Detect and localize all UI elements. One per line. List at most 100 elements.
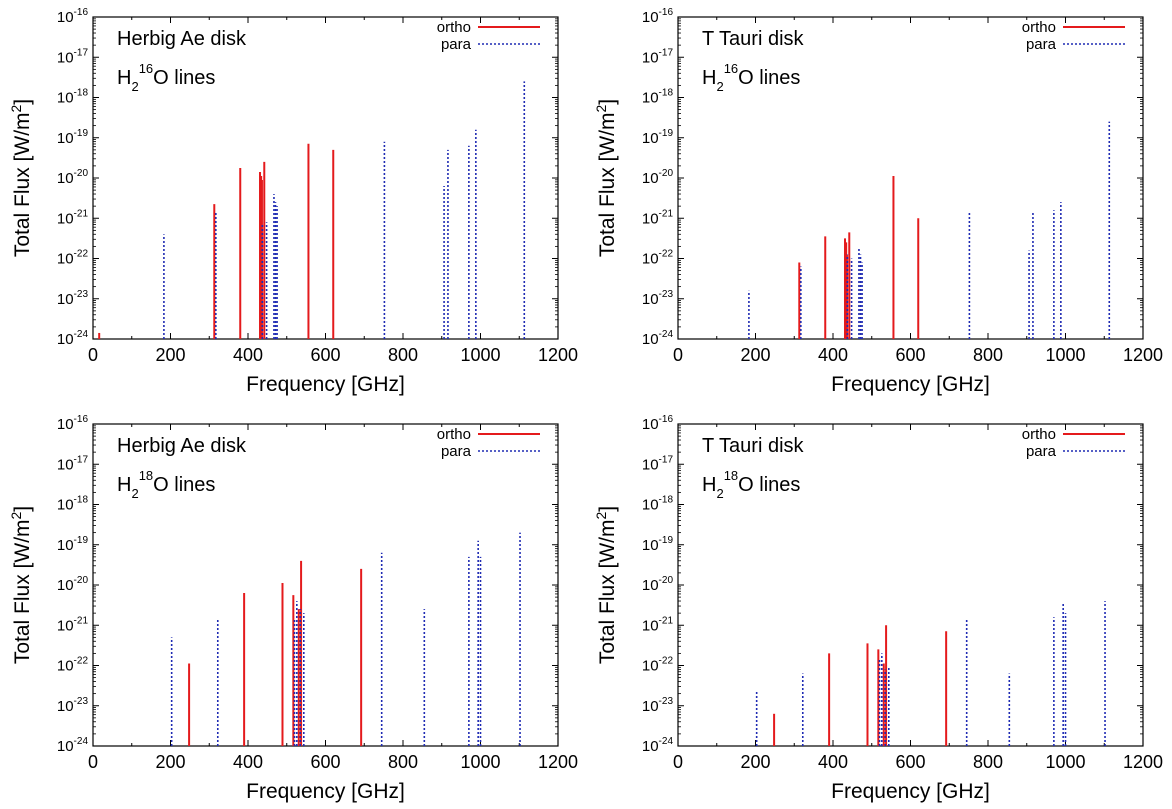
y-tick-label: 10-22 (642, 249, 674, 268)
x-tick-label: 800 (973, 752, 1003, 772)
y-tick-label: 10-16 (57, 414, 89, 433)
x-tick-label: 1200 (1123, 752, 1163, 772)
x-tick-label: 400 (233, 345, 263, 365)
x-tick-label: 400 (233, 752, 263, 772)
y-axis-label: Total Flux [W/m2] (593, 99, 619, 257)
legend-label-para: para (441, 36, 472, 53)
x-tick-label: 1000 (460, 345, 500, 365)
x-tick-label: 800 (388, 752, 418, 772)
y-tick-label: 10-22 (642, 656, 674, 675)
x-tick-label: 600 (895, 752, 925, 772)
plot-frame (677, 423, 1144, 747)
x-tick-label: 1200 (538, 345, 578, 365)
y-tick-label: 10-16 (642, 414, 674, 433)
x-tick-label: 600 (895, 345, 925, 365)
legend-label-ortho: ortho (1022, 426, 1056, 443)
y-tick-label: 10-22 (57, 656, 89, 675)
legend-label-ortho: ortho (437, 426, 471, 443)
x-tick-label: 200 (155, 345, 185, 365)
y-tick-label: 10-20 (57, 575, 89, 594)
annotation-line-species: H216O lines (702, 61, 800, 94)
x-axis-label: Frequency [GHz] (246, 780, 405, 803)
y-tick-label: 10-16 (57, 7, 89, 26)
y-tick-label: 10-19 (642, 535, 674, 554)
chart-panel-3: 0 200 400 600 800 1000 1200 10-24 10-23 10-22 10-2… (8, 414, 578, 803)
y-tick-label: 10-24 (57, 329, 89, 348)
series-para (755, 601, 1106, 746)
series-ortho (188, 560, 363, 746)
series-para (170, 532, 521, 746)
x-tick-label: 0 (88, 752, 98, 772)
series-ortho (773, 625, 948, 746)
x-tick-label: 600 (310, 345, 340, 365)
plot-frame (92, 423, 559, 747)
chart-panel-4: 0 200 400 600 800 1000 1200 10-24 10-23 10-22 10-2… (593, 414, 1163, 803)
legend-label-para: para (1026, 36, 1057, 53)
x-tick-label: 0 (673, 752, 683, 772)
y-tick-label: 10-20 (57, 168, 89, 187)
y-axis-label: Total Flux [W/m2] (593, 506, 619, 664)
y-tick-label: 10-19 (57, 128, 89, 147)
y-tick-label: 10-21 (642, 615, 674, 634)
annotation-line-species: H218O lines (117, 468, 215, 501)
annotation-disk-type: T Tauri disk (702, 28, 805, 50)
y-tick-label: 10-18 (642, 495, 674, 514)
series-para (163, 81, 526, 339)
x-tick-label: 200 (740, 752, 770, 772)
annotation-line-species: H218O lines (702, 468, 800, 501)
y-tick-label: 10-18 (57, 495, 89, 514)
series-ortho (798, 175, 920, 339)
y-tick-label: 10-19 (642, 128, 674, 147)
legend-label-para: para (441, 443, 472, 460)
annotation-disk-type: T Tauri disk (702, 435, 805, 457)
x-tick-label: 1200 (1123, 345, 1163, 365)
x-tick-label: 400 (818, 345, 848, 365)
annotation-disk-type: Herbig Ae disk (117, 435, 247, 457)
y-tick-label: 10-24 (57, 736, 89, 755)
x-tick-label: 1000 (1045, 345, 1085, 365)
x-tick-label: 400 (818, 752, 848, 772)
y-tick-label: 10-18 (642, 88, 674, 107)
x-tick-label: 600 (310, 752, 340, 772)
y-axis-label: Total Flux [W/m2] (8, 99, 34, 257)
y-tick-label: 10-23 (57, 289, 89, 308)
legend-label-ortho: ortho (1022, 19, 1056, 36)
x-tick-label: 800 (388, 345, 418, 365)
y-tick-label: 10-22 (57, 249, 89, 268)
legend-label-ortho: ortho (437, 19, 471, 36)
plot-frame (92, 16, 559, 340)
y-tick-label: 10-17 (57, 454, 89, 473)
annotation-disk-type: Herbig Ae disk (117, 28, 247, 50)
chart-panel-1: 0 200 400 600 800 1000 1200 10-24 10-23 10-22 10-2… (8, 7, 578, 396)
y-tick-label: 10-16 (642, 7, 674, 26)
x-tick-label: 1000 (1045, 752, 1085, 772)
x-tick-label: 200 (740, 345, 770, 365)
x-tick-label: 1000 (460, 752, 500, 772)
x-tick-label: 200 (155, 752, 185, 772)
x-tick-label: 0 (673, 345, 683, 365)
y-tick-label: 10-21 (642, 208, 674, 227)
x-tick-label: 800 (973, 345, 1003, 365)
annotation-line-species: H216O lines (117, 61, 215, 94)
x-axis-label: Frequency [GHz] (831, 780, 990, 803)
y-tick-label: 10-18 (57, 88, 89, 107)
y-tick-label: 10-17 (57, 47, 89, 66)
y-tick-label: 10-23 (642, 696, 674, 715)
y-tick-label: 10-23 (642, 289, 674, 308)
y-tick-label: 10-21 (57, 208, 89, 227)
series-para (748, 121, 1111, 339)
series-ortho (98, 143, 335, 339)
y-axis-label: Total Flux [W/m2] (8, 506, 34, 664)
y-tick-label: 10-20 (642, 168, 674, 187)
y-tick-label: 10-21 (57, 615, 89, 634)
y-tick-label: 10-17 (642, 47, 674, 66)
y-tick-label: 10-24 (642, 736, 674, 755)
y-tick-label: 10-19 (57, 535, 89, 554)
x-axis-label: Frequency [GHz] (246, 373, 405, 396)
plot-frame (677, 16, 1144, 340)
y-tick-label: 10-24 (642, 329, 674, 348)
y-tick-label: 10-17 (642, 454, 674, 473)
x-tick-label: 1200 (538, 752, 578, 772)
y-tick-label: 10-23 (57, 696, 89, 715)
